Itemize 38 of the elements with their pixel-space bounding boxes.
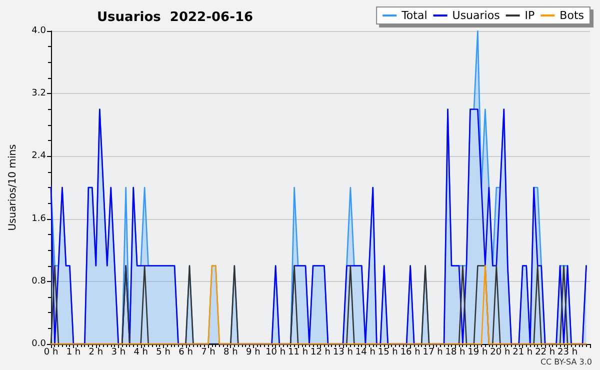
x-tick-label: 1 h [66,348,81,358]
text: CC BY-SA 3.0 [540,358,592,366]
x-tick-label: 14 h [355,348,376,358]
x-tick-label: 10 h [266,348,286,358]
x-tick-label: 20 h [490,348,510,358]
x-tick-label: 4 h [134,348,148,358]
y-tick-label: 1.6 [32,214,46,224]
x-tick-label: 15 h [378,348,398,358]
x-tick-label: 21 h [512,348,533,358]
legend-label: Usuarios [452,9,500,22]
x-tick-label: 19 h [468,348,488,358]
x-tick-label: 7 h [201,348,216,358]
chart-title: Usuarios 2022-06-16 [97,10,254,25]
y-tick-label: 2.4 [32,151,46,162]
x-tick-label: 3 h [111,348,126,358]
x-tick-label: 13 h [332,348,353,358]
y-axis-title: Usuarios/10 mins [8,144,18,231]
x-tick-label: 12 h [310,348,331,358]
legend-label: Bots [560,9,584,22]
x-tick-label: 2 h [88,348,104,358]
y-tick-label: 0.8 [32,276,46,286]
y-tick-label: 4.0 [32,26,46,36]
y-tick-label: 0.0 [32,339,46,349]
x-tick-label: 8 h [224,348,238,358]
x-tick-label: 6 h [178,348,193,358]
x-tick-label: 17 h [422,348,443,358]
x-tick-label: 23 h [558,348,578,358]
x-tick-label: 18 h [445,348,466,358]
x-tick-label: 16 h [400,348,420,358]
x-tick-label: 11 h [288,348,308,358]
x-tick-label: 5 h [156,348,170,358]
legend-label: IP [524,9,536,22]
y-tick-label: 3.2 [32,88,46,99]
x-tick-label: 22 h [535,348,556,358]
x-tick-label: 0 h [44,348,58,358]
legend-label: Total [400,9,428,22]
x-tick-label: 9 h [246,348,260,358]
line-series [50,108,587,345]
